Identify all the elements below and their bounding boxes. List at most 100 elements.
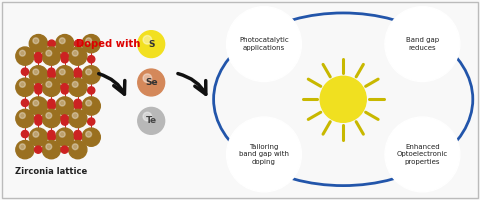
Circle shape	[42, 78, 60, 96]
Circle shape	[74, 68, 81, 75]
Circle shape	[56, 128, 74, 146]
Text: Photocatalytic
applications: Photocatalytic applications	[239, 37, 289, 51]
Text: Te: Te	[145, 116, 157, 125]
Circle shape	[227, 7, 301, 82]
Circle shape	[74, 134, 82, 141]
Circle shape	[320, 76, 366, 122]
Circle shape	[56, 97, 74, 115]
Circle shape	[138, 31, 165, 58]
Circle shape	[20, 113, 25, 118]
Circle shape	[35, 115, 42, 122]
Circle shape	[138, 107, 165, 134]
Text: Zirconia lattice: Zirconia lattice	[15, 167, 87, 176]
Circle shape	[143, 112, 152, 121]
Circle shape	[385, 7, 460, 82]
Circle shape	[82, 35, 100, 53]
Circle shape	[60, 38, 65, 44]
Text: Se: Se	[145, 78, 157, 87]
Circle shape	[48, 71, 55, 78]
Circle shape	[60, 69, 65, 75]
Circle shape	[61, 115, 68, 122]
Circle shape	[35, 118, 42, 125]
Circle shape	[61, 87, 69, 94]
Circle shape	[16, 109, 34, 128]
Circle shape	[227, 117, 301, 192]
Circle shape	[29, 66, 48, 84]
Circle shape	[86, 38, 92, 44]
Circle shape	[88, 118, 95, 125]
Circle shape	[48, 130, 55, 138]
Circle shape	[82, 66, 100, 84]
Circle shape	[69, 109, 87, 128]
FancyBboxPatch shape	[2, 2, 478, 198]
Text: Doped with: Doped with	[76, 39, 140, 49]
Circle shape	[42, 141, 60, 159]
Circle shape	[385, 117, 460, 192]
Circle shape	[74, 40, 82, 47]
Circle shape	[61, 53, 68, 60]
Circle shape	[48, 68, 55, 75]
Text: Band gap
reduces: Band gap reduces	[406, 37, 439, 51]
Circle shape	[21, 68, 29, 75]
Circle shape	[61, 84, 68, 91]
Circle shape	[56, 66, 74, 84]
Circle shape	[74, 102, 82, 110]
Circle shape	[35, 56, 42, 63]
Circle shape	[74, 71, 82, 78]
Circle shape	[82, 97, 100, 115]
Circle shape	[60, 131, 65, 137]
Circle shape	[61, 146, 68, 153]
Circle shape	[20, 144, 25, 150]
Circle shape	[143, 35, 152, 44]
Circle shape	[69, 47, 87, 65]
Circle shape	[86, 131, 92, 137]
Circle shape	[35, 84, 42, 91]
Circle shape	[46, 81, 52, 87]
Circle shape	[16, 141, 34, 159]
Circle shape	[33, 38, 39, 44]
Circle shape	[46, 144, 52, 150]
Circle shape	[48, 134, 55, 141]
Circle shape	[33, 100, 39, 106]
Circle shape	[35, 87, 42, 94]
Circle shape	[21, 130, 29, 138]
Circle shape	[20, 81, 25, 87]
Circle shape	[48, 99, 55, 106]
Circle shape	[72, 81, 78, 87]
Circle shape	[29, 128, 48, 146]
Circle shape	[69, 141, 87, 159]
Circle shape	[86, 69, 92, 75]
Circle shape	[60, 100, 65, 106]
Circle shape	[82, 128, 100, 146]
Circle shape	[29, 35, 48, 53]
Circle shape	[143, 74, 152, 82]
Circle shape	[72, 144, 78, 150]
Circle shape	[35, 53, 42, 60]
Circle shape	[33, 131, 39, 137]
Circle shape	[48, 102, 55, 110]
Circle shape	[88, 56, 95, 63]
Circle shape	[48, 40, 55, 47]
Circle shape	[69, 78, 87, 96]
Circle shape	[33, 69, 39, 75]
Circle shape	[56, 35, 74, 53]
Text: Enhanced
Optoelectronic
properties: Enhanced Optoelectronic properties	[397, 144, 448, 165]
Circle shape	[42, 47, 60, 65]
Circle shape	[61, 56, 69, 63]
Circle shape	[29, 97, 48, 115]
Circle shape	[16, 78, 34, 96]
Circle shape	[88, 87, 95, 94]
Circle shape	[35, 146, 42, 153]
Circle shape	[86, 100, 92, 106]
Circle shape	[46, 113, 52, 118]
Circle shape	[16, 47, 34, 65]
Circle shape	[42, 109, 60, 128]
Circle shape	[46, 50, 52, 56]
Circle shape	[20, 50, 25, 56]
Text: S: S	[148, 40, 155, 49]
Circle shape	[138, 69, 165, 96]
Circle shape	[72, 50, 78, 56]
Circle shape	[21, 99, 29, 106]
Circle shape	[74, 99, 81, 106]
Circle shape	[74, 130, 81, 138]
